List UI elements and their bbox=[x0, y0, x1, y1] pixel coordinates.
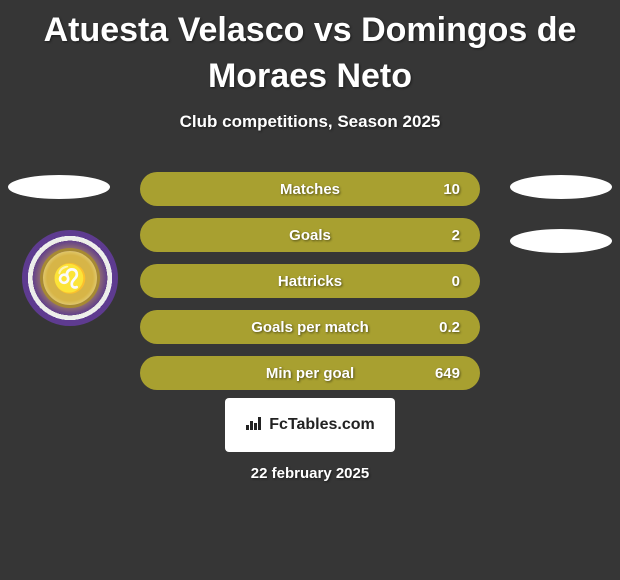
player-right-badge-2 bbox=[510, 229, 612, 253]
stat-value: 10 bbox=[443, 181, 460, 198]
lion-icon: ♌ bbox=[43, 251, 97, 305]
player-right-badge-1 bbox=[510, 175, 612, 199]
stat-label: Matches bbox=[280, 181, 340, 198]
brand-label: FcTables.com bbox=[269, 416, 375, 434]
chart-icon bbox=[245, 414, 263, 437]
stat-value: 649 bbox=[435, 365, 460, 382]
stat-row-matches: Matches 10 bbox=[140, 172, 480, 206]
stat-value: 2 bbox=[452, 227, 460, 244]
stat-row-min-per-goal: Min per goal 649 bbox=[140, 356, 480, 390]
stat-row-hattricks: Hattricks 0 bbox=[140, 264, 480, 298]
stat-label: Min per goal bbox=[266, 365, 354, 382]
stat-value: 0 bbox=[452, 273, 460, 290]
player-left-badge bbox=[8, 175, 110, 199]
stat-label: Hattricks bbox=[278, 273, 342, 290]
stat-row-goals-per-match: Goals per match 0.2 bbox=[140, 310, 480, 344]
stat-label: Goals bbox=[289, 227, 331, 244]
stats-container: Matches 10 Goals 2 Hattricks 0 Goals per… bbox=[140, 172, 480, 402]
stat-row-goals: Goals 2 bbox=[140, 218, 480, 252]
page-title: Atuesta Velasco vs Domingos de Moraes Ne… bbox=[0, 0, 620, 100]
club-logo: ♌ bbox=[22, 230, 118, 326]
stat-value: 0.2 bbox=[439, 319, 460, 336]
stat-label: Goals per match bbox=[251, 319, 369, 336]
brand-badge[interactable]: FcTables.com bbox=[225, 398, 395, 452]
date-label: 22 february 2025 bbox=[251, 465, 369, 482]
subtitle: Club competitions, Season 2025 bbox=[0, 112, 620, 132]
